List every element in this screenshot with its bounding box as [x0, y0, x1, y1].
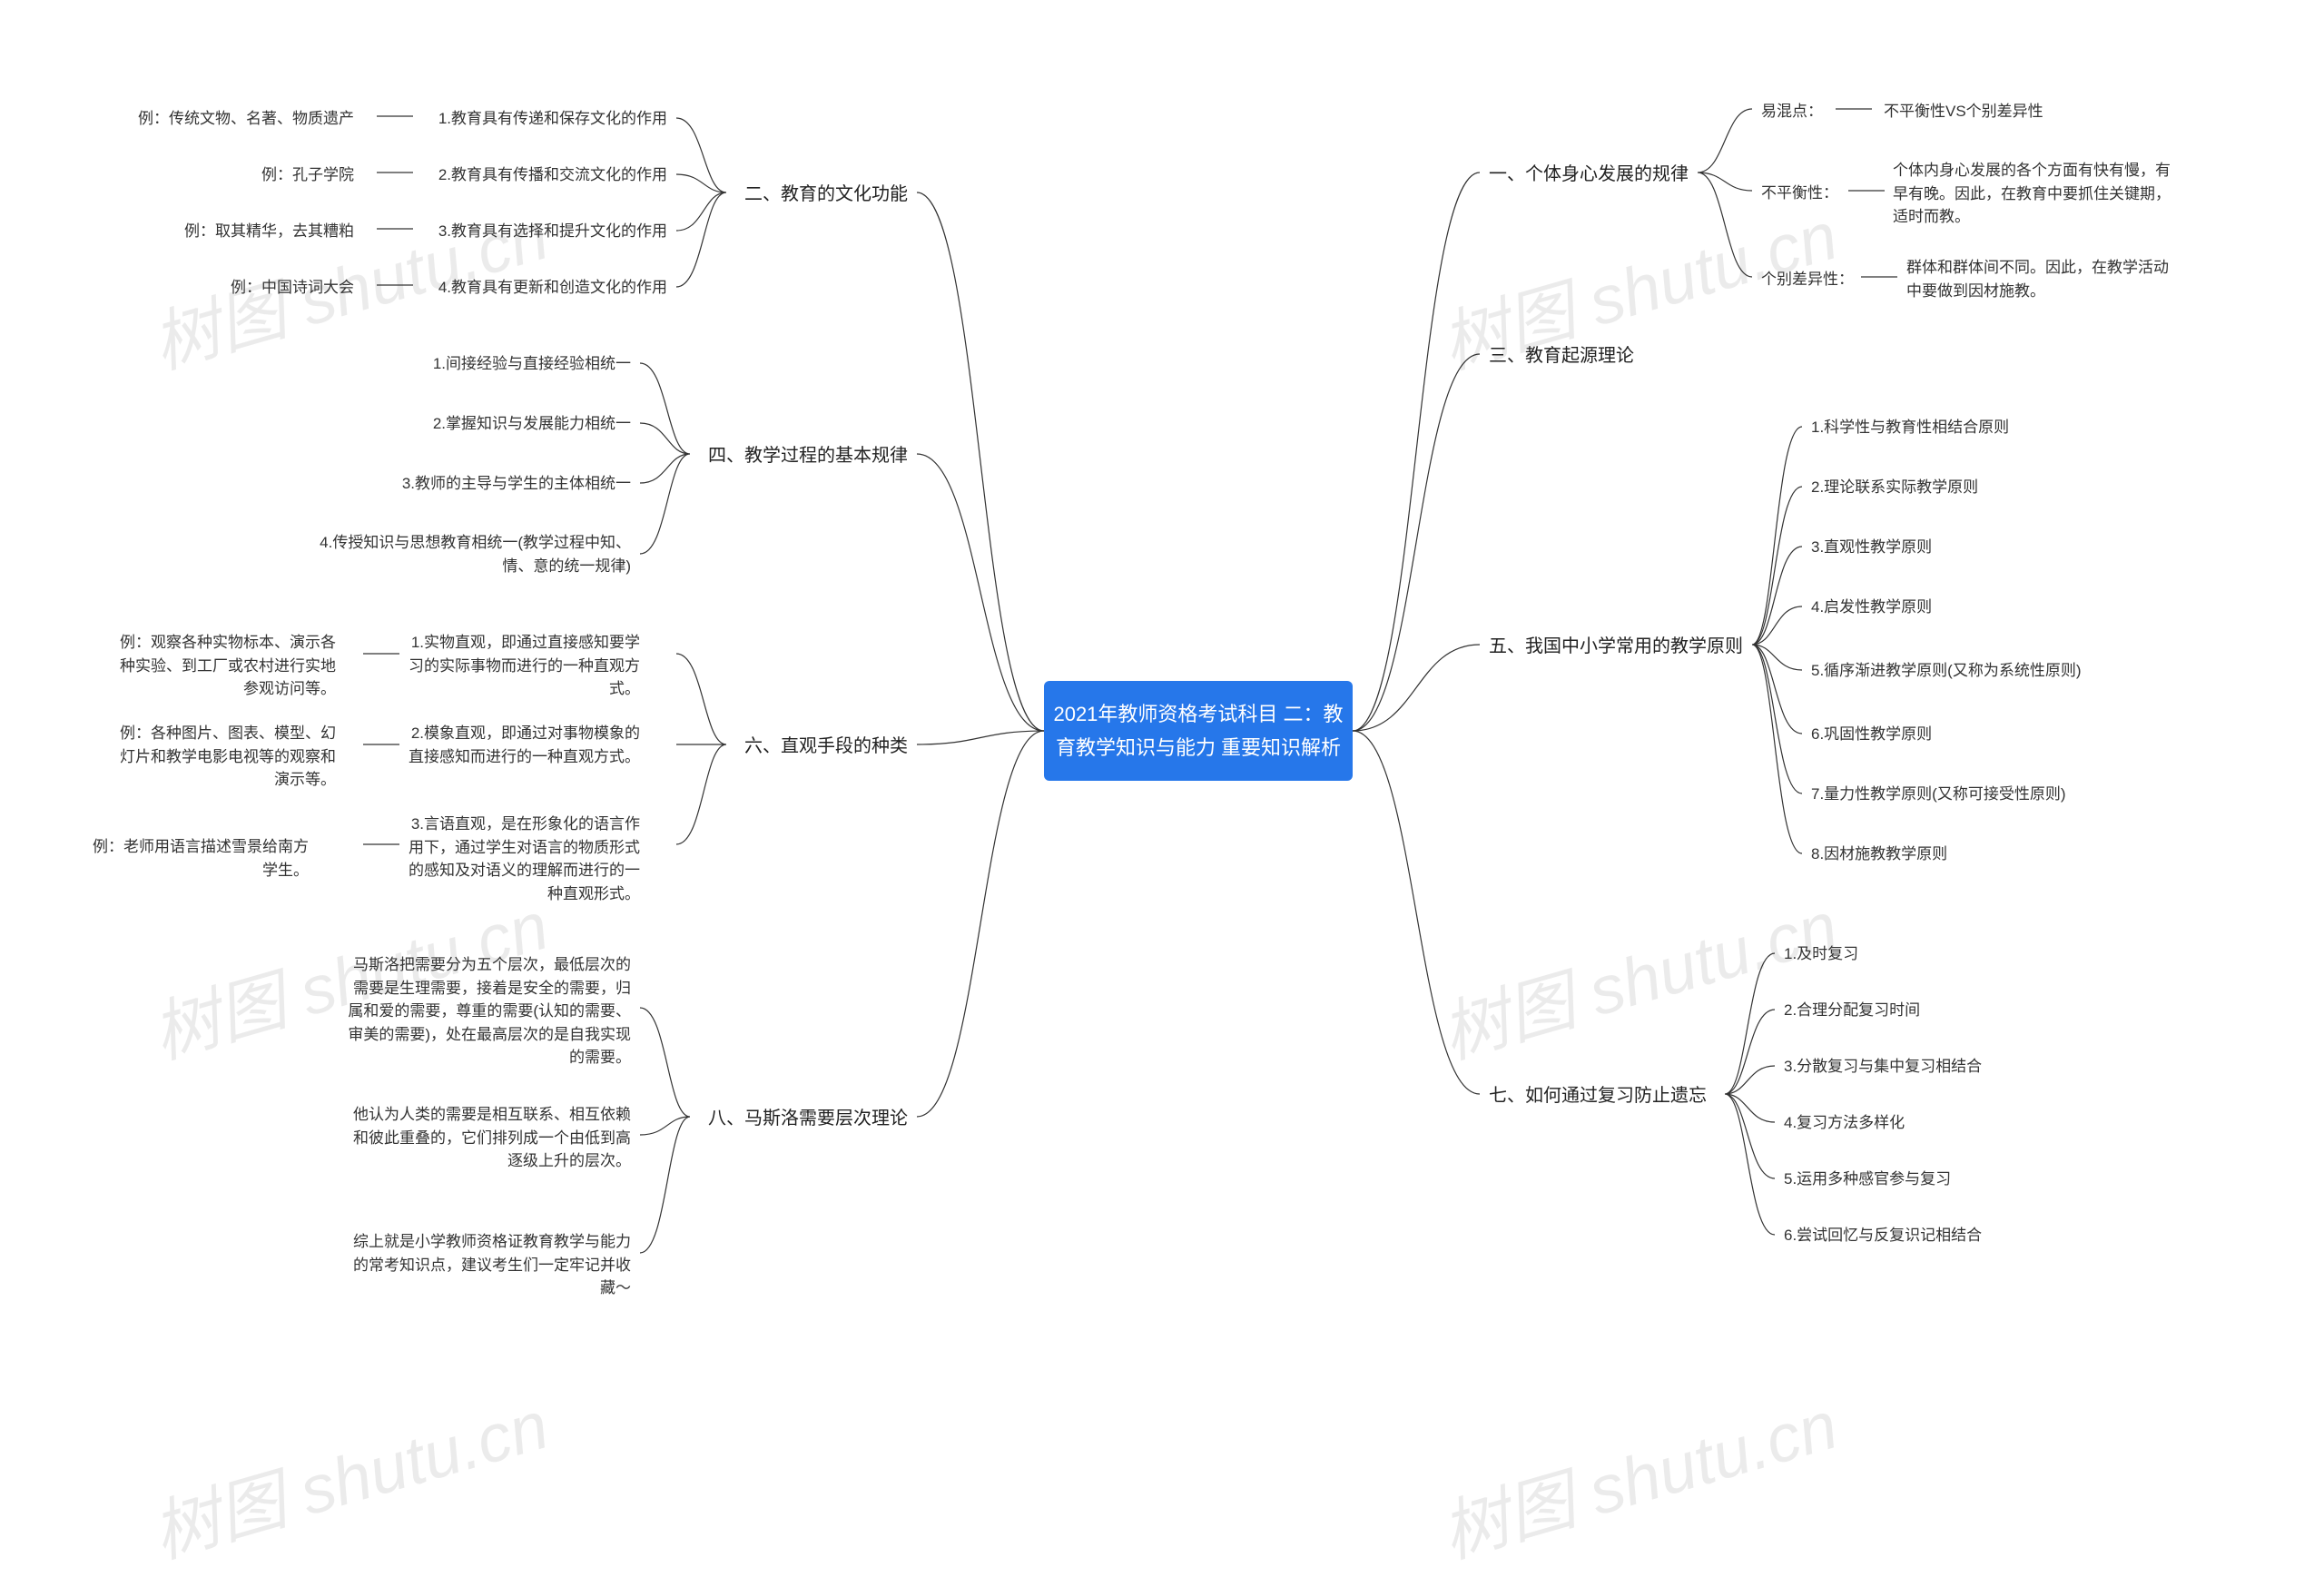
watermark: 树图 shutu.cn [1429, 872, 1846, 1077]
b5-c7: 8.因材施教教学原则 [1811, 843, 1947, 866]
b6-c0: 1.实物直观，即通过直接感知要学习的实际事物而进行的一种直观方式。 [399, 631, 640, 701]
watermark: 树图 shutu.cn [140, 1371, 557, 1576]
b5-c4: 5.循序渐进教学原则(又称为系统性原则) [1811, 659, 2082, 683]
b5-c0: 1.科学性与教育性相结合原则 [1811, 416, 2009, 439]
branch-6: 六、直观手段的种类 [726, 733, 908, 760]
b4-c1: 2.掌握知识与发展能力相统一 [359, 412, 631, 436]
b5-c6: 7.量力性教学原则(又称可接受性原则) [1811, 783, 2066, 806]
root-title: 2021年教师资格考试科目 二：教育教学知识与能力 重要知识解析 [1053, 697, 1344, 765]
branch-7: 七、如何通过复习防止遗忘 [1489, 1082, 1707, 1109]
b6-c1-ex: 例：各种图片、图表、模型、幻灯片和教学电影电视等的观察和演示等。 [118, 722, 336, 792]
b1-c1-sub: 个体内身心发展的各个方面有快有慢，有早有晚。因此，在教育中要抓住关键期，适时而教… [1893, 159, 2174, 229]
b5-c3: 4.启发性教学原则 [1811, 596, 1932, 619]
branch-1: 一、个体身心发展的规律 [1489, 161, 1689, 188]
b6-c2-ex: 例：老师用语言描述雪景给南方学生。 [91, 835, 309, 882]
b5-c5: 6.巩固性教学原则 [1811, 723, 1932, 746]
branch-5: 五、我国中小学常用的教学原则 [1489, 633, 1743, 660]
b2-c1-ex: 例：孔子学院 [136, 163, 354, 187]
b2-c2: 3.教育具有选择和提升文化的作用 [413, 220, 667, 243]
b1-c0-sub: 不平衡性VS个别差异性 [1884, 100, 2043, 123]
b8-c2: 综上就是小学教师资格证教育教学与能力的常考知识点，建议考生们一定牢记并收藏～ [345, 1230, 631, 1300]
b2-c1: 2.教育具有传播和交流文化的作用 [413, 163, 667, 187]
watermark: 树图 shutu.cn [1429, 1371, 1846, 1576]
b7-c5: 6.尝试回忆与反复识记相结合 [1784, 1224, 1982, 1247]
b2-c0-ex: 例：传统文物、名著、物质遗产 [136, 107, 354, 131]
b2-c2-ex: 例：取其精华，去其糟粕 [136, 220, 354, 243]
root-node: 2021年教师资格考试科目 二：教育教学知识与能力 重要知识解析 [1044, 681, 1353, 781]
b7-c1: 2.合理分配复习时间 [1784, 999, 1920, 1022]
b1-c0-label: 易混点： [1761, 100, 1823, 123]
b7-c0: 1.及时复习 [1784, 942, 1858, 966]
b8-c0: 马斯洛把需要分为五个层次，最低层次的需要是生理需要，接着是安全的需要，归属和爱的… [345, 953, 631, 1069]
b2-c0: 1.教育具有传递和保存文化的作用 [413, 107, 667, 131]
b4-c3: 4.传授知识与思想教育相统一(教学过程中知、情、意的统一规律) [313, 531, 631, 577]
b8-c1: 他认为人类的需要是相互联系、相互依赖和彼此重叠的，它们排列成一个由低到高逐级上升… [345, 1103, 631, 1173]
b2-c3: 4.教育具有更新和创造文化的作用 [413, 276, 667, 300]
b7-c2: 3.分散复习与集中复习相结合 [1784, 1055, 1982, 1079]
b6-c1: 2.模象直观，即通过对事物模象的直接感知而进行的一种直观方式。 [399, 722, 640, 768]
branch-4: 四、教学过程的基本规律 [690, 442, 908, 469]
b5-c2: 3.直观性教学原则 [1811, 536, 1932, 559]
b7-c4: 5.运用多种感官参与复习 [1784, 1168, 1951, 1191]
branch-3: 三、教育起源理论 [1489, 342, 1634, 370]
b5-c1: 2.理论联系实际教学原则 [1811, 476, 1978, 499]
branch-2: 二、教育的文化功能 [726, 181, 908, 208]
b6-c2: 3.言语直观，是在形象化的语言作用下，通过学生对语言的物质形式的感知及对语义的理… [399, 813, 640, 905]
b7-c3: 4.复习方法多样化 [1784, 1111, 1905, 1135]
b4-c2: 3.教师的主导与学生的主体相统一 [359, 472, 631, 496]
b4-c0: 1.间接经验与直接经验相统一 [359, 352, 631, 376]
b1-c2-sub: 群体和群体间不同。因此，在教学活动中要做到因材施教。 [1906, 256, 2179, 302]
b1-c2-label: 个别差异性： [1761, 268, 1854, 291]
b6-c0-ex: 例：观察各种实物标本、演示各种实验、到工厂或农村进行实地参观访问等。 [118, 631, 336, 701]
b1-c1-label: 不平衡性： [1761, 182, 1838, 205]
branch-8: 八、马斯洛需要层次理论 [690, 1105, 908, 1132]
b2-c3-ex: 例：中国诗词大会 [136, 276, 354, 300]
